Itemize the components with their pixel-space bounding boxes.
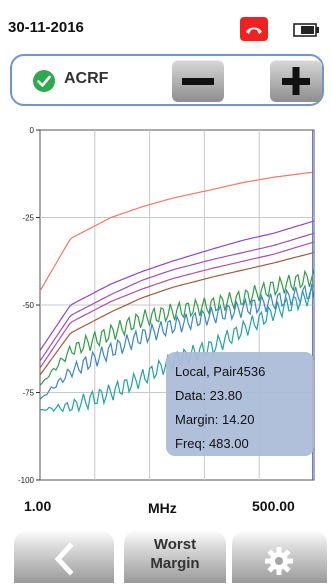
check-circle-icon — [32, 69, 56, 98]
worst-margin-button[interactable]: Worst Margin — [124, 530, 226, 583]
series-line — [39, 283, 315, 400]
series-line — [39, 232, 315, 362]
x-tick-max: 500.00 — [252, 498, 295, 514]
y-tick-label: -50 — [22, 301, 34, 310]
y-tick-label: 0 — [30, 126, 35, 135]
measurement-name: ACRF — [64, 70, 109, 87]
x-tick-min: 1.00 — [24, 498, 51, 514]
worst-margin-line1: Worst — [153, 536, 197, 553]
measurement-selector: ACRF — [10, 54, 324, 106]
y-tick-label: -75 — [22, 389, 34, 398]
decrease-button[interactable] — [172, 60, 224, 102]
tooltip-pair: Local, Pair4536 — [175, 364, 265, 379]
tooltip-data: Data: 23.80 — [175, 388, 242, 403]
minus-icon — [182, 78, 214, 85]
x-axis-label: MHz — [148, 500, 177, 516]
tooltip-freq: Freq: 483.00 — [175, 436, 249, 451]
series-line — [39, 251, 315, 376]
series-line — [39, 241, 315, 369]
series-line — [39, 268, 315, 386]
tooltip-margin: Margin: 14.20 — [175, 412, 255, 427]
date-label: 30-11-2016 — [8, 19, 84, 36]
y-tick-label: -100 — [18, 476, 35, 485]
settings-button[interactable] — [232, 530, 327, 583]
status-bar: 30-11-2016 — [0, 0, 331, 50]
worst-margin-line2: Margin — [150, 555, 200, 572]
phone-hangup-icon[interactable] — [240, 17, 268, 41]
back-button[interactable] — [14, 530, 114, 583]
increase-button[interactable] — [270, 60, 322, 102]
plus-icon — [282, 67, 310, 95]
footer-bar: Worst Margin — [0, 530, 331, 583]
series-line — [39, 220, 315, 351]
acrf-chart[interactable]: 0 -25 -50 -75 -100 Local, Pair4536 Data: 23.… — [0, 112, 331, 532]
marker-tooltip: Local, Pair4536 Data: 23.80 Margin: 14.2… — [166, 352, 314, 456]
series-line — [39, 171, 315, 292]
battery-icon — [293, 23, 321, 42]
chevron-left-icon — [54, 542, 74, 576]
chart-svg[interactable]: 0 -25 -50 -75 -100 Local, Pair4536 Data: 23.… — [0, 112, 331, 532]
y-tick-label: -25 — [22, 214, 34, 223]
gear-icon — [265, 547, 293, 575]
